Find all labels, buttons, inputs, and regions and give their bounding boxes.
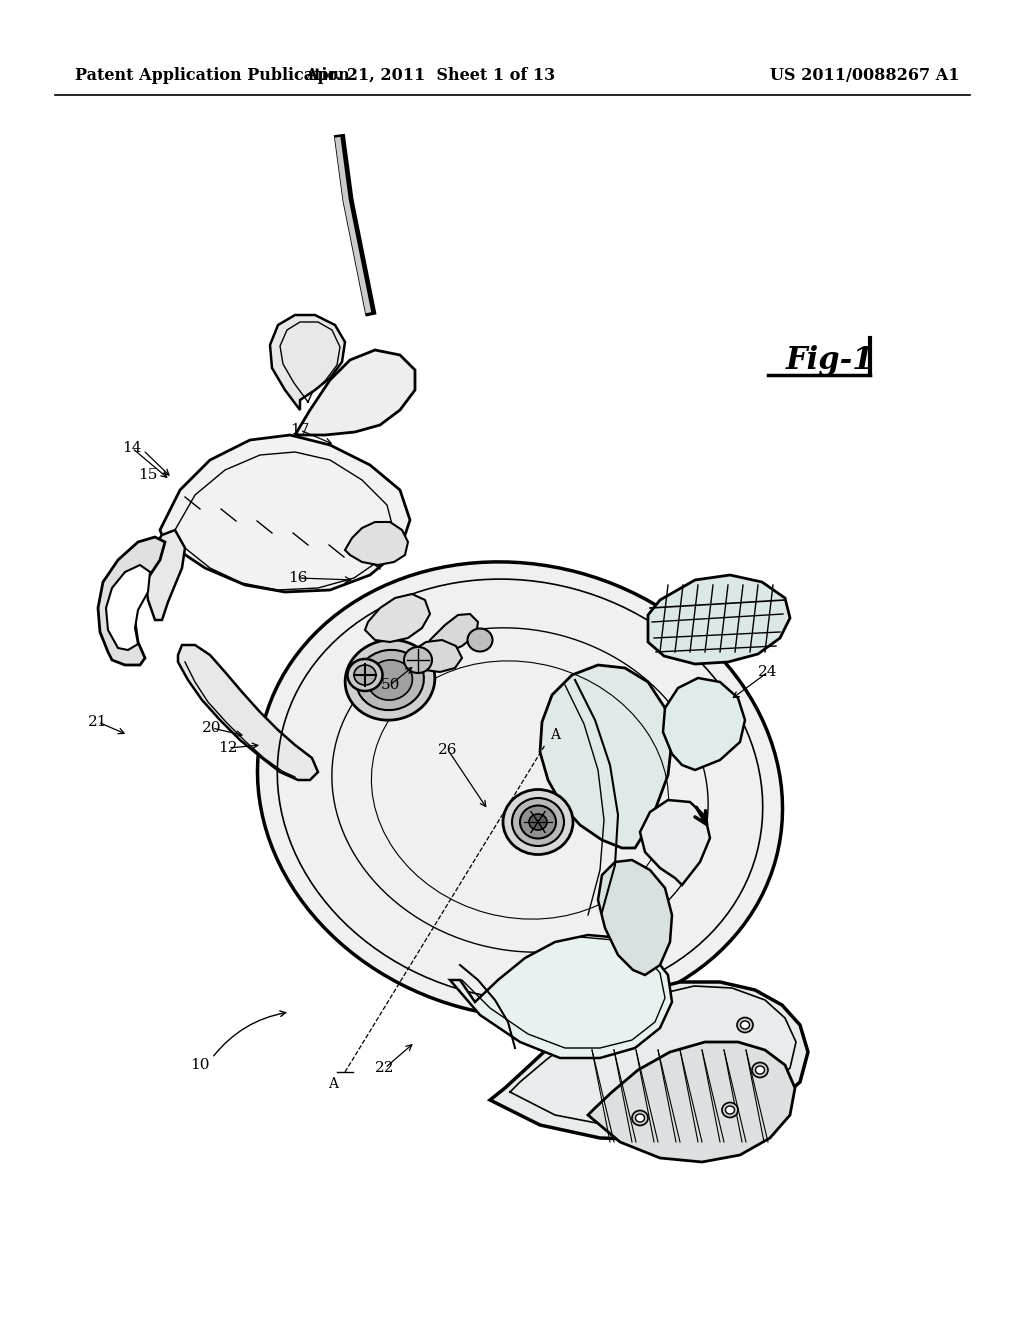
Ellipse shape	[636, 1114, 644, 1122]
Text: Patent Application Publication: Patent Application Publication	[75, 66, 350, 83]
Polygon shape	[106, 565, 150, 649]
Text: 21: 21	[88, 715, 108, 729]
Polygon shape	[345, 521, 408, 565]
Text: A: A	[550, 729, 560, 742]
Ellipse shape	[632, 1110, 648, 1126]
Ellipse shape	[752, 1063, 768, 1077]
Polygon shape	[365, 594, 430, 642]
Polygon shape	[98, 537, 165, 665]
Text: 14: 14	[122, 441, 141, 455]
Text: 24: 24	[758, 665, 778, 678]
Ellipse shape	[468, 628, 493, 652]
Polygon shape	[145, 531, 185, 620]
Polygon shape	[588, 1041, 795, 1162]
Text: US 2011/0088267 A1: US 2011/0088267 A1	[770, 66, 961, 83]
Ellipse shape	[356, 649, 424, 710]
Polygon shape	[540, 665, 672, 847]
Ellipse shape	[756, 1067, 765, 1074]
Polygon shape	[270, 315, 345, 411]
Polygon shape	[428, 614, 478, 652]
Ellipse shape	[740, 1020, 750, 1030]
Text: 17: 17	[291, 422, 309, 437]
Ellipse shape	[725, 1106, 734, 1114]
Polygon shape	[640, 800, 710, 884]
Text: 16: 16	[288, 572, 308, 585]
Ellipse shape	[512, 799, 564, 846]
Polygon shape	[598, 861, 672, 975]
Ellipse shape	[520, 805, 556, 838]
Text: 12: 12	[218, 741, 238, 755]
Polygon shape	[490, 982, 808, 1140]
Ellipse shape	[737, 1018, 753, 1032]
Text: 22: 22	[375, 1061, 394, 1074]
Ellipse shape	[503, 789, 573, 854]
Ellipse shape	[345, 640, 435, 721]
Polygon shape	[648, 576, 790, 664]
Text: 15: 15	[138, 469, 158, 482]
Polygon shape	[178, 645, 318, 780]
Polygon shape	[450, 935, 672, 1059]
Polygon shape	[295, 350, 415, 436]
Text: 20: 20	[203, 721, 222, 735]
Text: Fig-1: Fig-1	[785, 345, 874, 375]
Text: A: A	[328, 1077, 338, 1092]
Text: Apr. 21, 2011  Sheet 1 of 13: Apr. 21, 2011 Sheet 1 of 13	[305, 66, 555, 83]
Ellipse shape	[529, 814, 547, 830]
Polygon shape	[663, 678, 745, 770]
Ellipse shape	[347, 659, 383, 690]
Ellipse shape	[722, 1102, 738, 1118]
Ellipse shape	[404, 647, 432, 673]
Polygon shape	[55, 120, 970, 1220]
Text: 50: 50	[380, 678, 399, 692]
Ellipse shape	[257, 562, 782, 1018]
Text: 10: 10	[190, 1059, 210, 1072]
Text: 26: 26	[438, 743, 458, 756]
Polygon shape	[410, 640, 462, 672]
Ellipse shape	[368, 660, 413, 700]
Polygon shape	[160, 436, 410, 591]
Ellipse shape	[354, 665, 376, 685]
